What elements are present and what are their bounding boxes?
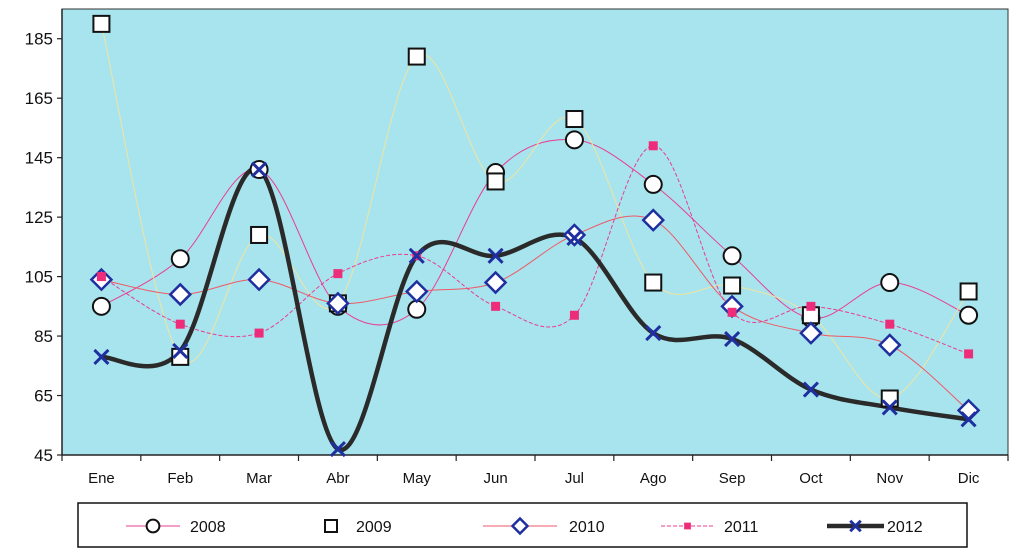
legend-marker-2008 [145,518,161,534]
series-line-2012 [101,166,969,452]
y-tick-label: 165 [25,89,53,108]
point-2012-Jul [566,229,583,247]
point-2008-Dic [959,305,979,325]
point-2011-Dic [964,349,974,359]
point-2012-Ago [645,325,662,342]
point-2010-Abr [326,291,350,316]
legend-marker-2010 [510,516,530,536]
point-2011-Mar [254,328,264,338]
x-tick-label: Oct [799,470,823,487]
point-2009-Nov [880,389,899,408]
point-2008-Ene [91,296,111,316]
x-tick-label: Mar [246,470,272,487]
legend-label-2012: 2012 [887,519,923,536]
point-2009-Jun [486,172,505,191]
point-2010-Mar [247,267,271,292]
point-2012-Jun [487,247,504,264]
point-2012-Nov [881,399,898,416]
legend-marker-2011 [684,522,691,530]
point-2010-Ago [641,208,666,232]
point-2009-Ene [92,14,111,33]
point-2010-Jun [483,270,508,295]
point-2012-Dic [960,411,977,428]
point-2009-Ago [644,273,663,292]
point-2011-Oct [806,301,816,311]
point-2011-Sep [727,307,737,317]
point-2008-Jul [564,130,584,150]
y-tick-label: 125 [25,208,53,227]
y-tick-label: 85 [34,327,53,346]
x-tick-label: Nov [876,470,903,487]
point-2010-Nov [877,333,902,357]
point-2009-Sep [723,276,742,295]
y-tick-label: 145 [25,149,53,168]
point-2012-Oct [802,381,819,398]
point-2011-Jul [569,310,579,320]
legend-label-2011: 2011 [724,519,759,536]
legend-marker-2009 [324,519,338,533]
y-tick-label: 45 [34,446,53,465]
y-tick-label: 105 [25,268,53,287]
point-2011-Jun [491,301,501,311]
x-tick-label: Abr [326,470,349,487]
point-2012-Mar [251,161,268,178]
legend-label-2009: 2009 [356,519,392,536]
point-2010-May [404,279,429,304]
point-2011-Nov [885,319,895,329]
x-tick-label: Jul [565,470,584,487]
x-tick-label: Ene [88,470,115,487]
point-2011-Ago [648,141,658,151]
point-2010-Feb [168,282,193,307]
legend: 2008 2009 2010 2011 2012 [77,502,968,548]
x-tick-label: Sep [719,470,746,487]
point-2008-Nov [880,273,900,293]
point-2009-Dic [959,282,978,301]
x-tick-label: Feb [167,470,193,487]
x-tick-label: Jun [483,470,507,487]
point-2008-Feb [170,249,190,269]
plot-area [61,8,1009,456]
legend-marker-2012 [849,519,862,533]
y-tick-label: 65 [34,387,53,406]
point-2012-Feb [172,342,189,359]
y-tick-label: 185 [25,30,53,49]
point-2009-Jul [565,110,584,129]
point-2009-Mar [250,225,269,244]
x-tick-label: May [403,470,432,487]
legend-label-2010: 2010 [569,519,605,536]
point-2009-May [407,47,426,66]
point-2012-May [408,247,425,264]
point-2011-Feb [175,319,185,329]
x-tick-label: Ago [640,470,667,487]
axes: 45 65 85 105 125 145 165 185 Ene Feb Mar Abr May Jun J… [25,9,1009,487]
point-2012-Sep [724,330,741,348]
point-2011-Ene [96,272,106,282]
legend-label-2008: 2008 [190,519,226,536]
point-2012-Abr [329,440,346,458]
point-2008-Ago [643,174,663,194]
point-2008-Sep [722,246,742,266]
point-2011-Abr [333,269,343,279]
series-markers [89,14,981,458]
x-tick-label: Dic [958,470,980,487]
point-2008-May [407,299,427,319]
point-2010-Oct [799,321,823,345]
point-2012-Ene [93,348,110,365]
